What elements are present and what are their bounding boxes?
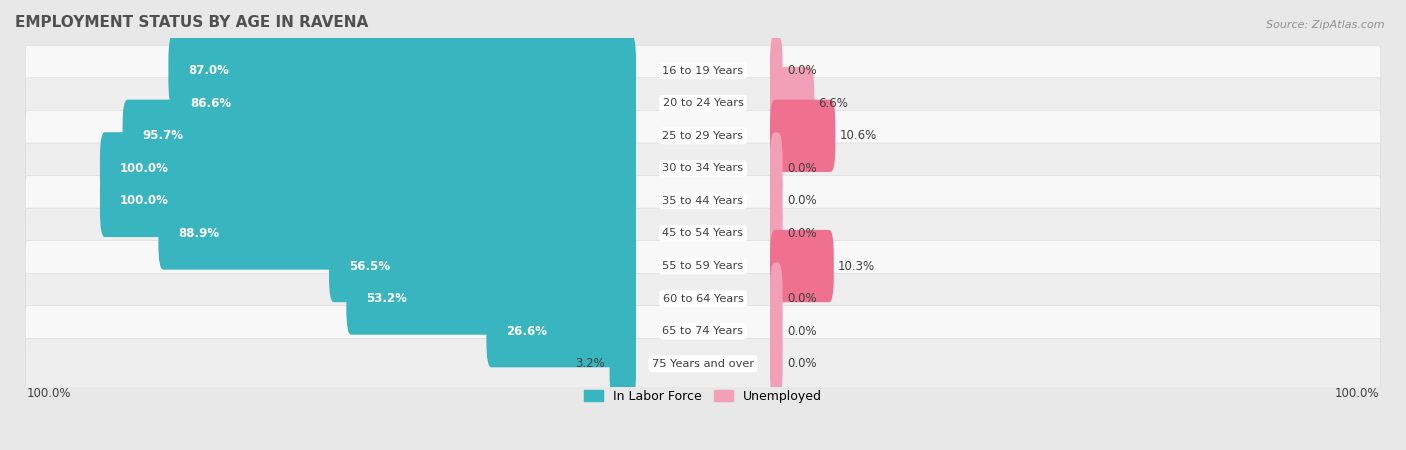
FancyBboxPatch shape [770, 295, 783, 367]
Text: 25 to 29 Years: 25 to 29 Years [662, 131, 744, 141]
Text: 16 to 19 Years: 16 to 19 Years [662, 66, 744, 76]
Text: 30 to 34 Years: 30 to 34 Years [662, 163, 744, 173]
FancyBboxPatch shape [25, 306, 1381, 356]
FancyBboxPatch shape [486, 295, 636, 367]
Text: 10.6%: 10.6% [839, 129, 877, 142]
Text: 87.0%: 87.0% [188, 64, 229, 77]
FancyBboxPatch shape [770, 198, 783, 270]
Text: 0.0%: 0.0% [787, 64, 817, 77]
Text: 65 to 74 Years: 65 to 74 Years [662, 326, 744, 336]
FancyBboxPatch shape [770, 328, 783, 400]
FancyBboxPatch shape [25, 338, 1381, 389]
FancyBboxPatch shape [25, 208, 1381, 259]
Text: 10.3%: 10.3% [838, 260, 875, 273]
Text: 0.0%: 0.0% [787, 357, 817, 370]
Text: 0.0%: 0.0% [787, 292, 817, 305]
Text: Source: ZipAtlas.com: Source: ZipAtlas.com [1267, 20, 1385, 30]
Text: 56.5%: 56.5% [349, 260, 389, 273]
Text: 53.2%: 53.2% [366, 292, 406, 305]
FancyBboxPatch shape [770, 165, 783, 237]
FancyBboxPatch shape [610, 328, 636, 400]
FancyBboxPatch shape [25, 45, 1381, 96]
Text: 3.2%: 3.2% [575, 357, 606, 370]
Text: 100.0%: 100.0% [120, 194, 169, 207]
Text: 0.0%: 0.0% [787, 162, 817, 175]
Text: 75 Years and over: 75 Years and over [652, 359, 754, 369]
FancyBboxPatch shape [25, 78, 1381, 129]
FancyBboxPatch shape [770, 67, 814, 140]
Text: 100.0%: 100.0% [27, 387, 72, 400]
Text: 0.0%: 0.0% [787, 324, 817, 338]
FancyBboxPatch shape [770, 99, 835, 172]
Text: 35 to 44 Years: 35 to 44 Years [662, 196, 744, 206]
FancyBboxPatch shape [100, 165, 636, 237]
FancyBboxPatch shape [329, 230, 636, 302]
Text: 45 to 54 Years: 45 to 54 Years [662, 229, 744, 238]
FancyBboxPatch shape [25, 273, 1381, 324]
Text: 26.6%: 26.6% [506, 324, 547, 338]
Text: 60 to 64 Years: 60 to 64 Years [662, 293, 744, 304]
Text: EMPLOYMENT STATUS BY AGE IN RAVENA: EMPLOYMENT STATUS BY AGE IN RAVENA [15, 15, 368, 30]
FancyBboxPatch shape [122, 99, 636, 172]
FancyBboxPatch shape [25, 143, 1381, 194]
FancyBboxPatch shape [100, 132, 636, 204]
FancyBboxPatch shape [25, 176, 1381, 226]
Text: 55 to 59 Years: 55 to 59 Years [662, 261, 744, 271]
FancyBboxPatch shape [770, 230, 834, 302]
FancyBboxPatch shape [159, 198, 636, 270]
Text: 95.7%: 95.7% [142, 129, 183, 142]
Legend: In Labor Force, Unemployed: In Labor Force, Unemployed [579, 385, 827, 408]
FancyBboxPatch shape [25, 241, 1381, 292]
FancyBboxPatch shape [25, 110, 1381, 161]
Text: 20 to 24 Years: 20 to 24 Years [662, 98, 744, 108]
FancyBboxPatch shape [346, 262, 636, 335]
Text: 88.9%: 88.9% [179, 227, 219, 240]
FancyBboxPatch shape [770, 262, 783, 335]
Text: 0.0%: 0.0% [787, 227, 817, 240]
Text: 6.6%: 6.6% [818, 97, 848, 110]
FancyBboxPatch shape [770, 132, 783, 204]
Text: 0.0%: 0.0% [787, 194, 817, 207]
FancyBboxPatch shape [170, 67, 636, 140]
FancyBboxPatch shape [770, 35, 783, 107]
Text: 100.0%: 100.0% [120, 162, 169, 175]
Text: 86.6%: 86.6% [190, 97, 232, 110]
Text: 100.0%: 100.0% [1334, 387, 1379, 400]
FancyBboxPatch shape [169, 35, 636, 107]
